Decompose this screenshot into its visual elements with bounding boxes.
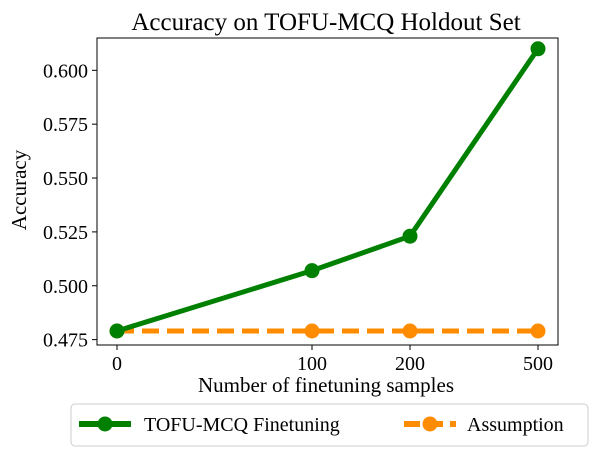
- x-tick-label: 100: [297, 353, 327, 375]
- legend-frame: [70, 403, 589, 447]
- series-line-tofu-mcq-finetuning: [116, 47, 541, 334]
- y-tick-label: 0.475: [43, 330, 88, 352]
- x-tick-label: 500: [523, 353, 553, 375]
- y-tick-label: 0.525: [43, 222, 88, 244]
- x-axis-label: Number of finetuning samples: [198, 373, 454, 397]
- data-point-tofu-mcq-finetuning: [402, 228, 418, 244]
- x-axis: 0 100 200 500: [112, 345, 553, 375]
- y-axis-label: Accuracy: [7, 149, 31, 230]
- data-point-assumption: [530, 323, 546, 339]
- data-point-assumption: [304, 323, 320, 339]
- y-tick-label: 0.500: [43, 276, 88, 298]
- legend-label-assumption: Assumption: [467, 414, 564, 436]
- data-point-assumption: [402, 323, 418, 339]
- plot-area: [96, 37, 559, 346]
- legend-marker-finetuning: [97, 416, 113, 432]
- data-point-tofu-mcq-finetuning: [109, 323, 125, 339]
- y-tick-label: 0.550: [43, 168, 88, 190]
- chart-title: Accuracy on TOFU-MCQ Holdout Set: [131, 9, 520, 36]
- x-tick-label: 0: [112, 353, 122, 375]
- x-tick-label: 200: [395, 353, 425, 375]
- y-tick-label: 0.575: [43, 114, 88, 136]
- y-axis: 0.475 0.500 0.525 0.550 0.575 0.600: [43, 60, 97, 352]
- data-point-tofu-mcq-finetuning: [304, 263, 320, 279]
- data-point-tofu-mcq-finetuning: [530, 41, 546, 57]
- series-layer: [109, 41, 546, 339]
- legend-marker-assumption: [422, 416, 438, 432]
- legend: TOFU-MCQ Finetuning Assumption: [70, 403, 589, 447]
- legend-label-finetuning: TOFU-MCQ Finetuning: [144, 414, 340, 436]
- y-tick-label: 0.600: [43, 60, 88, 82]
